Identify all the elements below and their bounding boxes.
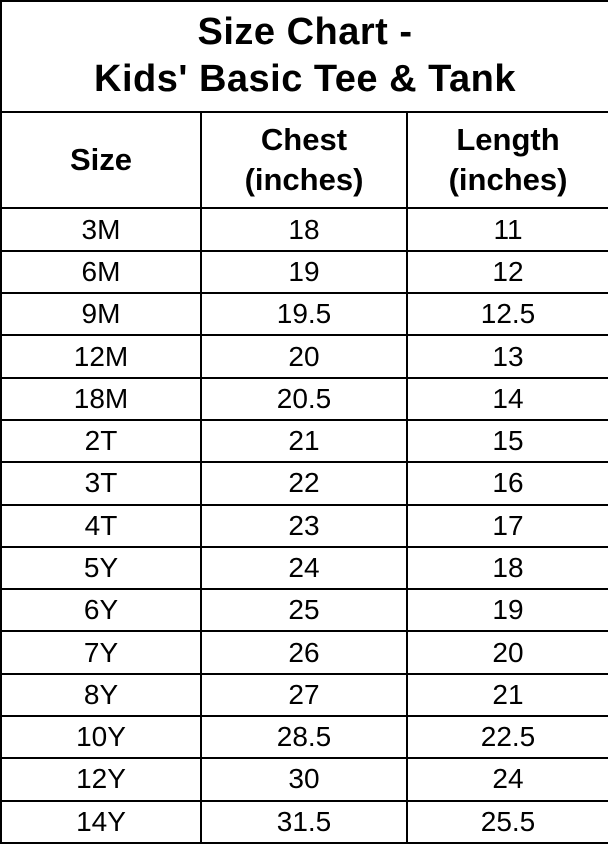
table-row: 6M 19 12 <box>0 249 608 295</box>
chest-cell: 19.5 <box>200 292 408 337</box>
column-header-chest-label: Chest <box>260 122 348 158</box>
table-row: 5Y 24 18 <box>0 545 608 591</box>
length-cell: 14 <box>405 376 608 421</box>
table-row: 6Y 25 19 <box>0 588 608 633</box>
chest-cell: 25 <box>200 588 408 633</box>
title-line-2: Kids' Basic Tee & Tank <box>94 58 516 101</box>
length-cell: 12 <box>405 249 608 295</box>
page-title: Size Chart - Kids' Basic Tee & Tank <box>0 0 608 113</box>
chest-cell: 26 <box>200 630 408 675</box>
size-cell: 9M <box>0 292 202 337</box>
length-cell: 24 <box>405 757 608 802</box>
chest-cell: 28.5 <box>200 715 408 760</box>
table-row: 12Y 30 24 <box>0 757 608 802</box>
table-row: 7Y 26 20 <box>0 630 608 675</box>
length-cell: 12.5 <box>405 292 608 337</box>
size-cell: 2T <box>0 418 202 464</box>
chest-cell: 31.5 <box>200 799 408 844</box>
size-cell: 18M <box>0 376 202 421</box>
size-cell: 6Y <box>0 588 202 633</box>
column-header-size-label: Size <box>69 142 133 178</box>
chest-cell: 24 <box>200 545 408 591</box>
length-cell: 11 <box>405 207 608 252</box>
column-header-size: Size <box>0 110 202 210</box>
size-cell: 5Y <box>0 545 202 591</box>
length-cell: 20 <box>405 630 608 675</box>
table-row: 9M 19.5 12.5 <box>0 292 608 337</box>
table-row: 3M 18 11 <box>0 207 608 252</box>
size-cell: 4T <box>0 503 202 548</box>
length-cell: 25.5 <box>405 799 608 844</box>
size-cell: 6M <box>0 249 202 295</box>
column-header-chest: Chest (inches) <box>200 110 408 210</box>
table-row: 14Y 31.5 25.5 <box>0 799 608 844</box>
length-cell: 15 <box>405 418 608 464</box>
length-cell: 13 <box>405 334 608 379</box>
column-header-length: Length (inches) <box>405 110 608 210</box>
chest-cell: 20.5 <box>200 376 408 421</box>
table-row: 2T 21 15 <box>0 418 608 464</box>
column-header-length-label: Length <box>456 122 560 158</box>
size-cell: 14Y <box>0 799 202 844</box>
chest-cell: 21 <box>200 418 408 464</box>
table-row: 10Y 28.5 22.5 <box>0 715 608 760</box>
chest-cell: 22 <box>200 461 408 506</box>
header-row: Size Chest (inches) Length (inches) <box>0 110 608 210</box>
table-row: 12M 20 13 <box>0 334 608 379</box>
chest-cell: 30 <box>200 757 408 802</box>
table-row: 4T 23 17 <box>0 503 608 548</box>
size-cell: 12M <box>0 334 202 379</box>
size-cell: 3M <box>0 207 202 252</box>
title-row: Size Chart - Kids' Basic Tee & Tank <box>0 0 608 113</box>
size-cell: 10Y <box>0 715 202 760</box>
length-cell: 16 <box>405 461 608 506</box>
chest-cell: 19 <box>200 249 408 295</box>
title-line-1: Size Chart - <box>197 10 413 53</box>
size-cell: 8Y <box>0 672 202 718</box>
column-header-length-unit: (inches) <box>448 162 568 198</box>
length-cell: 19 <box>405 588 608 633</box>
table-row: 18M 20.5 14 <box>0 376 608 421</box>
chest-cell: 20 <box>200 334 408 379</box>
chest-cell: 27 <box>200 672 408 718</box>
chest-cell: 18 <box>200 207 408 252</box>
length-cell: 18 <box>405 545 608 591</box>
chest-cell: 23 <box>200 503 408 548</box>
column-header-chest-unit: (inches) <box>244 162 364 198</box>
length-cell: 17 <box>405 503 608 548</box>
size-cell: 12Y <box>0 757 202 802</box>
size-cell: 3T <box>0 461 202 506</box>
size-cell: 7Y <box>0 630 202 675</box>
length-cell: 22.5 <box>405 715 608 760</box>
table-row: 8Y 27 21 <box>0 672 608 718</box>
table-row: 3T 22 16 <box>0 461 608 506</box>
length-cell: 21 <box>405 672 608 718</box>
